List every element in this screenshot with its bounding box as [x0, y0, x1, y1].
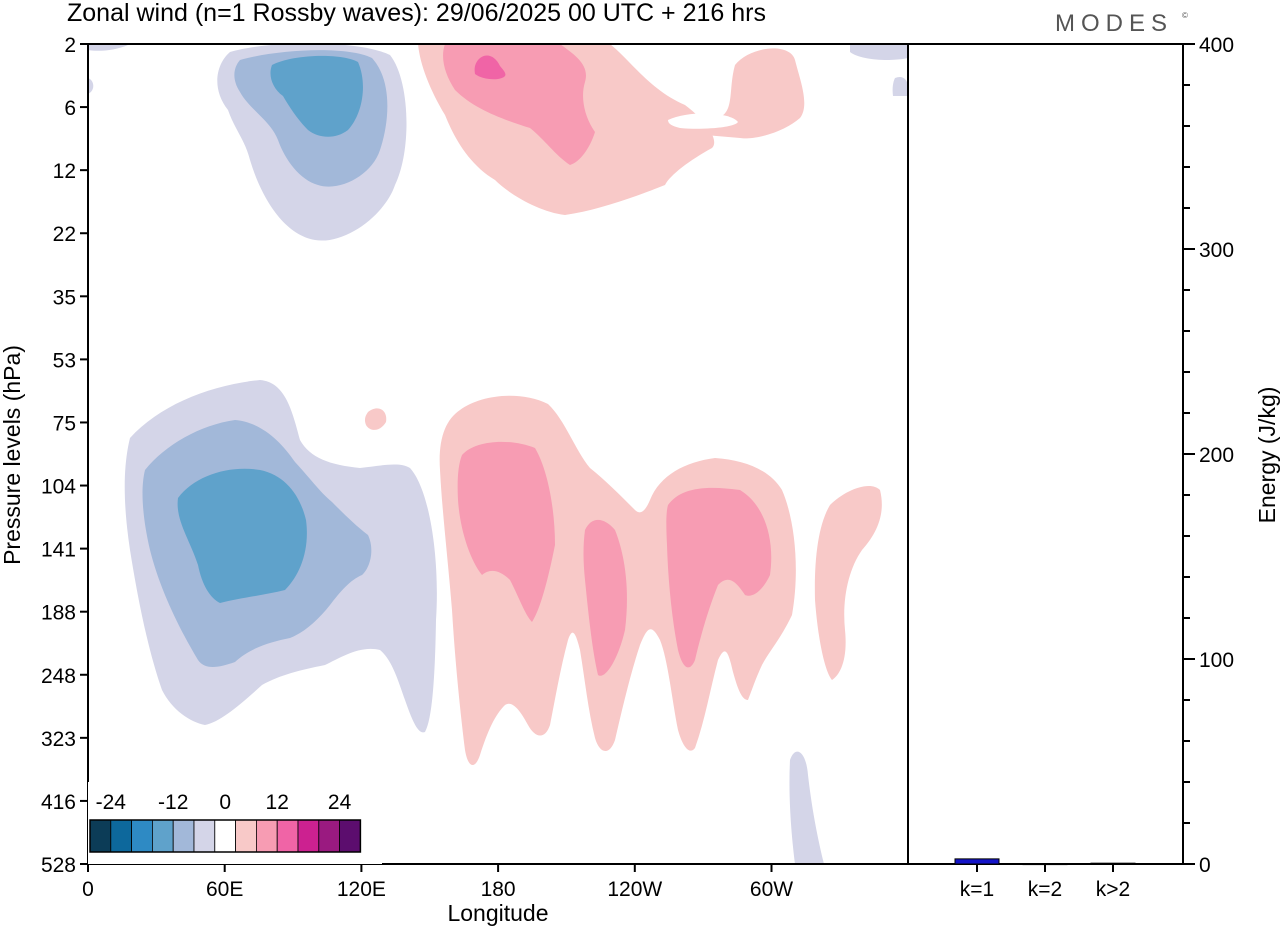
colorbar-cells: [89, 819, 362, 853]
energy-category-label: k=1: [960, 878, 994, 901]
colorbar-cell: [131, 819, 153, 853]
x-axis-label: Longitude: [447, 900, 548, 926]
colorbar-label: 0: [219, 791, 231, 814]
contour-pos3-upper: [474, 55, 506, 80]
y-tick-label: 53: [53, 349, 76, 372]
contour-pos2-lower-c: [666, 487, 772, 668]
y-tick-label: 12: [53, 160, 76, 183]
y-tick-label: 416: [41, 791, 76, 814]
energy-axis-label: Energy (J/kg): [1254, 387, 1280, 524]
energy-tick-label: 200: [1199, 444, 1234, 467]
y-tick-label: 323: [41, 728, 76, 751]
contour-white-gap: [668, 113, 738, 129]
contour-neg3-lower: [177, 468, 307, 603]
contour-neg1-dot-right: [892, 77, 908, 96]
energy-tick-label: 300: [1199, 239, 1234, 262]
y-tick-label: 6: [64, 97, 76, 120]
pressure-axis: 2 6 12 22 35 53 75 104 141 188 248 323 416 528: [41, 34, 88, 877]
x-tick-label: 180: [481, 878, 516, 901]
x-tick-label: 120E: [337, 878, 386, 901]
longitude-axis: 0 60E 120E 180 120W 60W: [82, 864, 793, 901]
modes-logo: MODES ©: [1055, 10, 1188, 37]
y-tick-label: 248: [41, 665, 76, 688]
y-tick-label: 35: [53, 286, 76, 309]
colorbar-cell: [318, 819, 340, 853]
energy-categories: k=1 k=2 k>2: [960, 864, 1130, 901]
contour-pos1-lower-far: [814, 485, 882, 680]
y-tick-label: 188: [41, 602, 76, 625]
colorbar-cell: [276, 819, 299, 853]
colorbar-cell: [255, 819, 278, 853]
contour-pos2-lower-b: [583, 519, 627, 676]
colorbar-label: 12: [266, 791, 289, 814]
y-tick-label: 141: [41, 539, 76, 562]
energy-tick-label: 0: [1199, 854, 1211, 877]
contour-pos1-dot: [364, 408, 387, 430]
energy-bars: [954, 858, 1136, 866]
x-tick-label: 60W: [750, 878, 793, 901]
contour-neg3-upper: [270, 55, 363, 137]
logo-text: MODES: [1055, 10, 1173, 37]
colorbar-cell: [339, 819, 361, 853]
energy-category-label: k>2: [1096, 878, 1130, 901]
x-tick-label: 120W: [607, 878, 662, 901]
colorbar-cell: [89, 819, 112, 853]
colorbar-labels: -24 -12 0 12 24: [96, 791, 352, 814]
y-tick-label: 104: [41, 476, 76, 499]
y-tick-label: 75: [53, 412, 76, 435]
colorbar-cell: [172, 819, 195, 853]
contour-neg1-lower-right: [789, 751, 824, 864]
y-axis-label: Pressure levels (hPa): [0, 345, 25, 565]
colorbar-cell: [297, 819, 320, 853]
colorbar-cell: [235, 819, 257, 853]
x-tick-label: 60E: [206, 878, 243, 901]
colorbar-outline: [89, 819, 362, 853]
y-tick-label: 528: [41, 854, 76, 877]
colorbar-label: 24: [328, 791, 352, 814]
energy-tick-label: 100: [1199, 649, 1234, 672]
contour-neg1-edge-right: [850, 44, 908, 60]
contour-pos2-lower-a: [457, 441, 555, 622]
contour-neg1-edge-left: [88, 44, 130, 51]
colorbar-cell: [151, 819, 174, 853]
contour-neg1-dot-left: [88, 78, 94, 94]
energy-tick-label: 400: [1199, 34, 1234, 57]
colorbar-cell: [214, 819, 237, 853]
contour-field: [88, 44, 908, 864]
colorbar-cell: [193, 819, 216, 853]
energy-panel: 0 100 200 300 400 k=1 k=2 k>2 Energy (J/kg): [954, 34, 1280, 901]
y-tick-label: 2: [64, 34, 76, 57]
y-tick-label: 22: [53, 223, 76, 246]
logo-mark: ©: [1182, 11, 1188, 20]
energy-category-label: k=2: [1028, 878, 1062, 901]
energy-axis: 0 100 200 300 400: [1183, 34, 1234, 877]
colorbar-label: -24: [96, 791, 127, 814]
energy-bar: [954, 858, 1000, 865]
x-tick-label: 0: [82, 878, 94, 901]
colorbar-cell: [110, 819, 133, 853]
chart-title: Zonal wind (n=1 Rossby waves): 29/06/202…: [67, 0, 766, 27]
colorbar-legend: -24 -12 0 12 24: [88, 782, 382, 864]
colorbar-label: -12: [158, 791, 188, 814]
